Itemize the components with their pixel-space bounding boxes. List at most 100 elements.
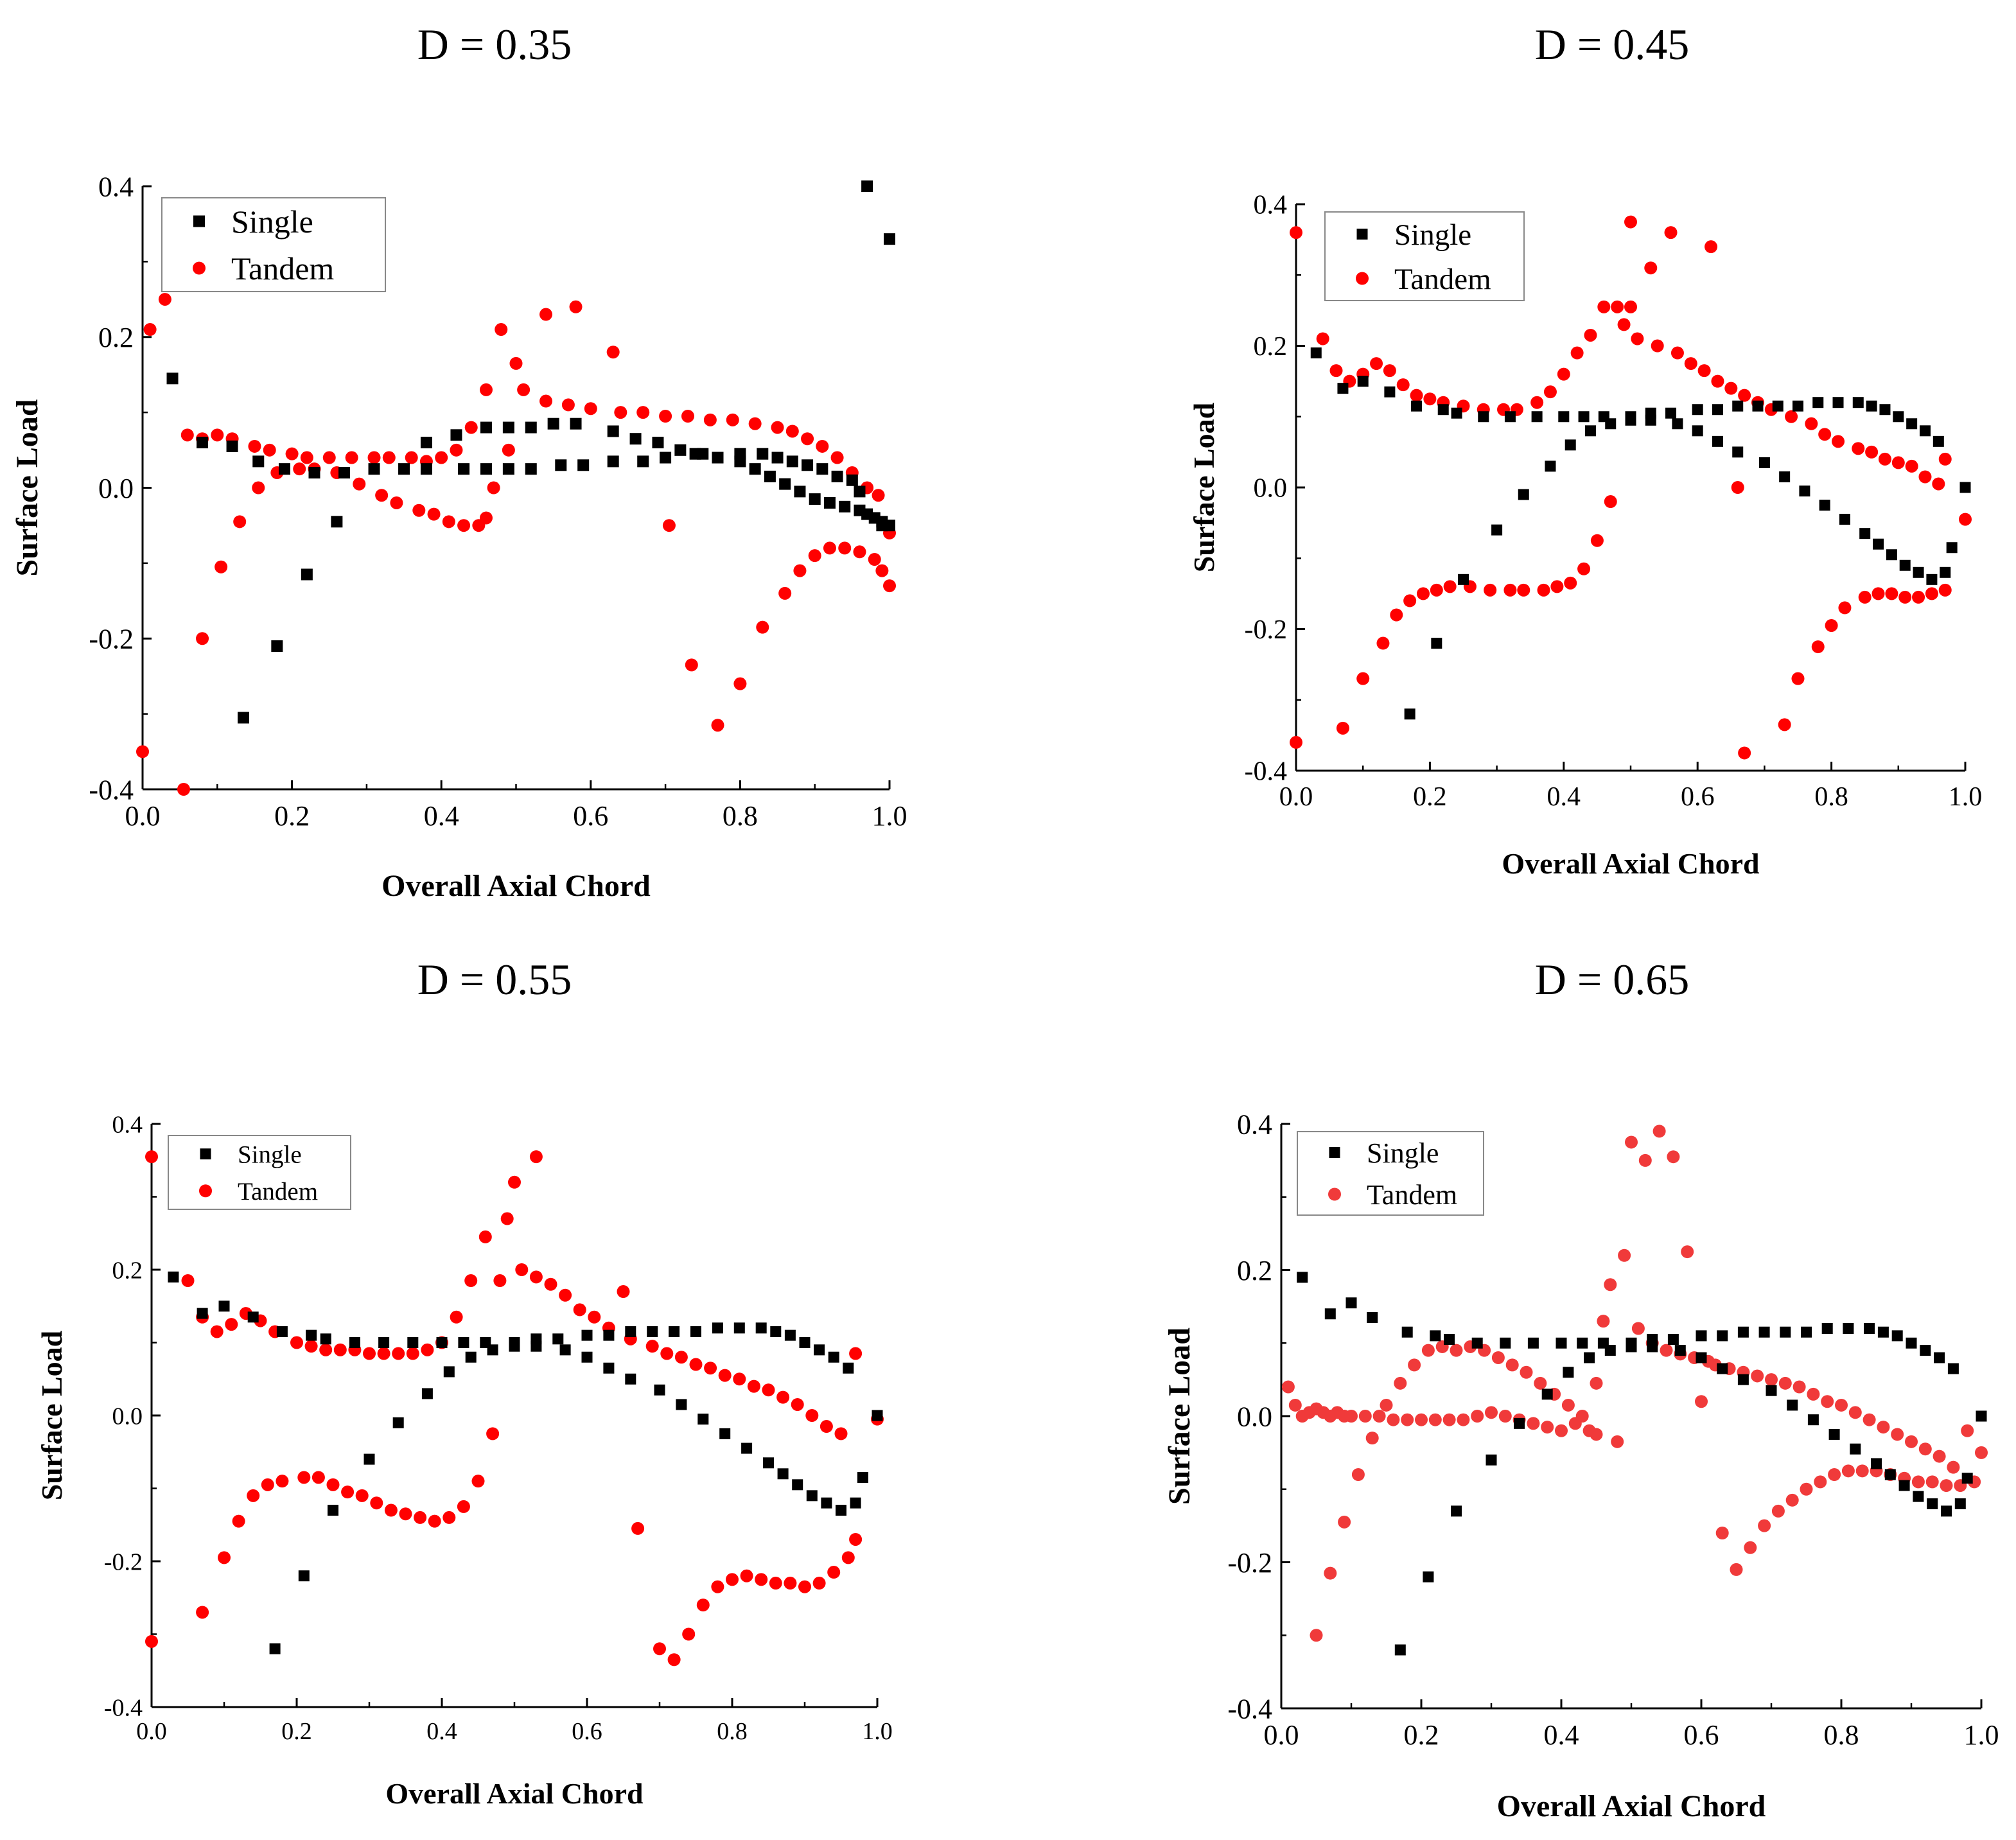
- single-point: [814, 1344, 825, 1356]
- tandem-point: [559, 1288, 572, 1302]
- single-point: [349, 1337, 360, 1348]
- single-point: [1871, 1458, 1882, 1469]
- tandem-point: [1898, 590, 1912, 604]
- tandem-point: [1498, 1410, 1512, 1423]
- tandem-point: [1421, 1344, 1435, 1357]
- tandem-point: [1738, 746, 1751, 760]
- single-point: [1884, 1469, 1896, 1480]
- tandem-point: [823, 541, 836, 555]
- tandem-point: [820, 1420, 833, 1433]
- tandem-point: [1938, 452, 1952, 466]
- tandem-point: [812, 1577, 826, 1590]
- tandem-point: [502, 443, 515, 457]
- single-point: [1712, 435, 1723, 447]
- legend-tandem-marker: [1328, 1187, 1341, 1201]
- tandem-point: [1611, 300, 1624, 313]
- tandem-point: [1925, 587, 1938, 600]
- single-point: [1324, 1308, 1336, 1320]
- single-point: [420, 463, 432, 475]
- tandem-point: [405, 451, 418, 464]
- x-tick-label: 0.8: [723, 800, 758, 832]
- tandem-point: [487, 481, 500, 495]
- single-point: [1893, 411, 1904, 423]
- tandem-point: [517, 383, 530, 396]
- tandem-point: [793, 564, 807, 577]
- tandem-point: [399, 1507, 412, 1521]
- tandem-point: [1557, 367, 1570, 381]
- tandem-point: [1604, 1278, 1617, 1292]
- tandem-point: [1638, 1153, 1652, 1167]
- tandem-point: [539, 394, 553, 408]
- tandem-point: [704, 1362, 717, 1375]
- y-tick-label: 0.2: [112, 1257, 143, 1284]
- tandem-point: [1932, 477, 1945, 491]
- single-point: [861, 180, 873, 192]
- single-point: [603, 1329, 615, 1341]
- single-point: [1821, 1323, 1833, 1334]
- y-tick-label: 0.2: [1254, 332, 1288, 362]
- tandem-point: [382, 451, 396, 464]
- tandem-point: [1681, 1245, 1694, 1259]
- legend: Single Tandem: [168, 1135, 351, 1210]
- single-point: [1898, 1480, 1910, 1491]
- x-tick-label: 0.8: [1814, 782, 1848, 812]
- tandem-point: [218, 1551, 231, 1564]
- single-point: [577, 459, 590, 471]
- single-point: [1752, 400, 1764, 412]
- single-point: [1514, 1417, 1525, 1429]
- x-tick-label: 0.2: [274, 800, 310, 832]
- tandem-point: [1670, 346, 1684, 360]
- tandem-point: [883, 579, 896, 593]
- tandem-point: [1372, 1410, 1386, 1423]
- tandem-point: [1530, 396, 1544, 409]
- tandem-point: [791, 1398, 804, 1411]
- single-point: [480, 463, 492, 475]
- single-point: [1401, 1326, 1413, 1338]
- chart-title: D = 0.45: [1535, 20, 1689, 69]
- tandem-point: [1597, 1315, 1610, 1328]
- y-tick-label: -0.2: [104, 1548, 143, 1575]
- tandem-point: [384, 1503, 398, 1517]
- x-axis-label: Overall Axial Chord: [385, 1777, 644, 1810]
- single-point: [166, 372, 179, 385]
- single-point: [1665, 407, 1677, 419]
- single-point: [821, 1497, 832, 1509]
- single-point: [458, 463, 470, 475]
- single-point: [1906, 1337, 1917, 1349]
- single-point: [480, 421, 492, 434]
- tandem-point: [1848, 1406, 1862, 1419]
- single-point: [697, 448, 709, 460]
- tandem-point: [1765, 1373, 1778, 1387]
- tandem-point: [696, 1599, 710, 1612]
- data-points: [136, 180, 896, 796]
- single-point: [1357, 376, 1369, 387]
- tandem-point: [756, 620, 769, 634]
- single-point: [247, 1311, 259, 1323]
- x-tick-label: 1.0: [1964, 1719, 1999, 1751]
- single-point: [1411, 400, 1423, 412]
- single-point: [1451, 1505, 1462, 1517]
- single-point: [450, 429, 462, 441]
- single-point: [802, 459, 814, 471]
- tandem-point: [509, 356, 523, 370]
- tandem-point: [1863, 1413, 1876, 1426]
- tandem-point: [606, 346, 620, 359]
- tandem-point: [1947, 1460, 1960, 1474]
- tandem-point: [1738, 389, 1751, 402]
- tandem-point: [769, 1577, 782, 1590]
- legend-single-marker: [1329, 1147, 1340, 1158]
- legend-single-marker: [193, 215, 205, 227]
- single-point: [1531, 411, 1543, 423]
- tandem-point: [711, 1580, 724, 1593]
- single-point: [719, 1428, 731, 1439]
- tandem-point: [414, 1511, 427, 1524]
- single-point: [1672, 418, 1683, 430]
- tandem-point: [805, 1409, 819, 1422]
- tandem-point: [479, 383, 493, 396]
- single-point: [1934, 1352, 1945, 1363]
- single-point: [1541, 1389, 1553, 1400]
- tandem-point: [1791, 672, 1805, 685]
- single-point: [792, 1479, 803, 1491]
- single-point: [1430, 1330, 1441, 1342]
- single-point: [331, 516, 343, 528]
